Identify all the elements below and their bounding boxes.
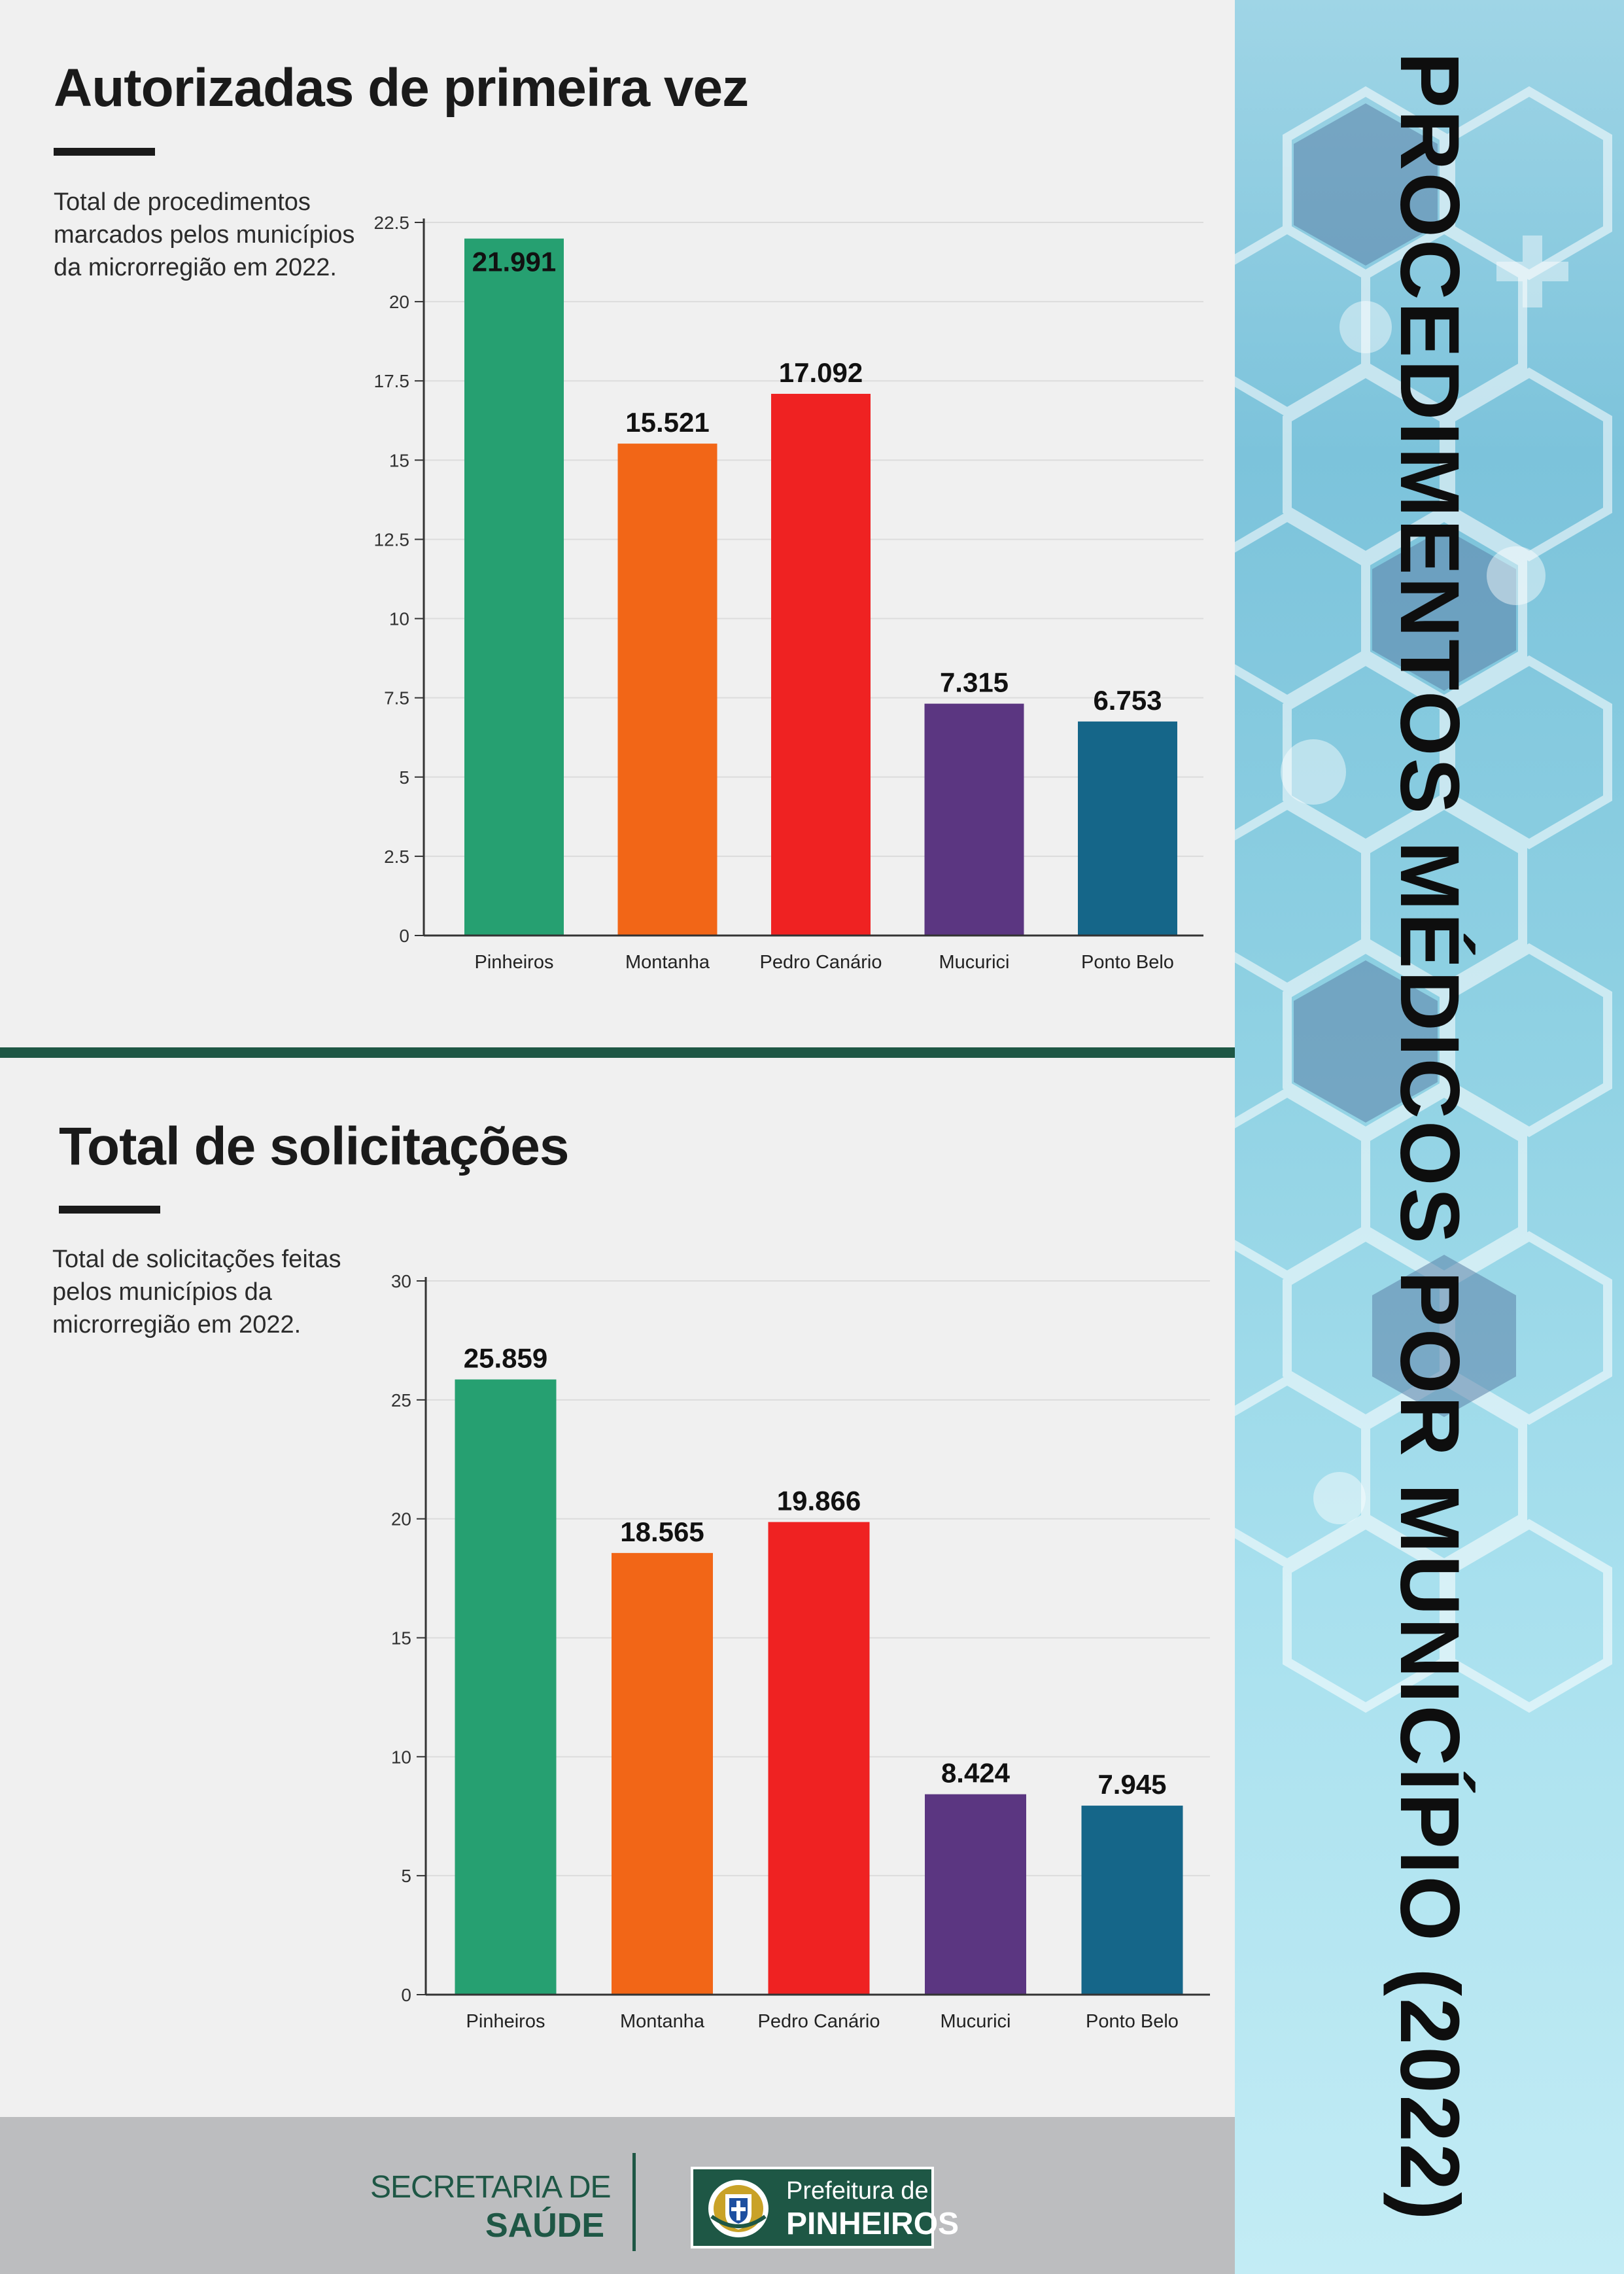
chart2-title-rule — [59, 1206, 160, 1214]
chart1-y-tick-label: 10 — [389, 609, 409, 629]
chart2-value-label: 19.866 — [777, 1486, 861, 1516]
chart2-y-tick-label: 25 — [391, 1390, 411, 1410]
chart1-y-tick-label: 7.5 — [384, 688, 409, 708]
medical-hexagon-pattern — [1235, 86, 1612, 1713]
side-banner: PROCEDIMENTOS MÉDICOS POR MUNICÍPIO (202… — [1235, 0, 1624, 2274]
chart1-bar-chart: 0 2.5 5 7.5 10 12.5 15 17.5 20 22.5 21.991 Pinheiro… — [374, 213, 1203, 973]
chart1-bar-mucurici — [924, 703, 1024, 936]
chart1-y-tick-label: 15 — [389, 450, 409, 470]
footer-separator — [632, 2153, 636, 2251]
chart2-y-tick-label: 5 — [401, 1866, 411, 1886]
coat-of-arms-icon — [708, 2180, 769, 2237]
chart1-title: Autorizadas de primeira vez — [54, 58, 749, 118]
chart1-bar-pedro-can-rio — [771, 393, 871, 936]
chart2-y-tick-label: 20 — [391, 1509, 411, 1530]
chart1-title-rule — [54, 148, 155, 156]
chart1-value-label: 7.315 — [940, 667, 1009, 698]
chart1-y-tick-label: 5 — [399, 767, 409, 788]
chart2-category-label: Pedro Canário — [758, 2011, 880, 2032]
chart1-value-label: 15.521 — [625, 407, 709, 438]
chart2-bar-pedro-can-rio — [768, 1522, 870, 1995]
chart2-bar-mucurici — [925, 1794, 1026, 1995]
chart2-description: Total de solicitações feitas pelos munic… — [52, 1243, 341, 1341]
chart2-y-tick-label: 10 — [391, 1747, 411, 1767]
saude-label: SAÚDE — [485, 2207, 605, 2245]
chart1-category-label: Mucurici — [939, 952, 1010, 973]
chart1-y-tick-label: 12.5 — [374, 529, 410, 550]
chart2-category-label: Pinheiros — [466, 2011, 545, 2032]
chart1-value-label: 21.991 — [472, 247, 556, 277]
chart2-category-label: Ponto Belo — [1086, 2011, 1179, 2032]
chart2-y-tick-label: 30 — [391, 1271, 411, 1291]
prefeitura-logo: Prefeitura de PINHEIROS — [691, 2167, 959, 2248]
chart1-bar-pinheiros — [464, 238, 564, 936]
chart1-description-line: marcados pelos municípios — [54, 221, 355, 249]
chart1-y-tick-label: 0 — [399, 926, 409, 946]
chart2-bar-ponto-belo — [1081, 1806, 1183, 1995]
chart2-description-line: microrregião em 2022. — [52, 1311, 302, 1338]
chart2-y-tick-label: 0 — [401, 1985, 411, 2005]
chart1-description: Total de procedimentos marcados pelos mu… — [54, 186, 354, 284]
chart1-category-label: Montanha — [625, 952, 710, 973]
chart2-value-label: 18.565 — [620, 1516, 704, 1547]
chart1-value-label: 6.753 — [1093, 685, 1162, 716]
chart2-value-label: 25.859 — [464, 1343, 547, 1374]
secretaria-label: SECRETARIA DE — [370, 2170, 612, 2205]
chart2-value-label: 7.945 — [1097, 1769, 1166, 1800]
chart1-description-line: Total de procedimentos — [54, 188, 311, 216]
side-title: PROCEDIMENTOS MÉDICOS POR MUNICÍPIO (202… — [1383, 52, 1476, 2222]
chart2-description-line: Total de solicitações feitas — [52, 1246, 341, 1273]
chart2-category-label: Montanha — [620, 2011, 705, 2032]
chart2-bar-pinheiros — [455, 1379, 557, 1995]
logo-text-prefeitura: Prefeitura de — [786, 2177, 929, 2205]
chart1-bar-montanha — [617, 444, 717, 936]
chart1-y-tick-label: 17.5 — [374, 371, 410, 391]
chart1-y-tick-label: 22.5 — [374, 213, 410, 233]
chart2-bar-chart: 0 5 10 15 20 25 30 25.859 Pinheiros 18.565 Montanh… — [391, 1271, 1210, 2032]
chart2-category-label: Mucurici — [941, 2011, 1011, 2032]
section-divider — [0, 1047, 1235, 1058]
chart1-y-tick-label: 2.5 — [384, 847, 409, 867]
content-panel: Autorizadas de primeira vez Total de pro… — [0, 58, 1235, 2274]
chart1-y-tick-label: 20 — [389, 292, 409, 312]
chart1-category-label: Ponto Belo — [1081, 952, 1174, 973]
chart1-description-line: da microrregião em 2022. — [54, 254, 337, 281]
footer: SECRETARIA DE SAÚDE Prefeitura de PINHEI… — [0, 2117, 1235, 2274]
chart1-bar-ponto-belo — [1078, 721, 1177, 936]
chart1-category-label: Pedro Canário — [760, 952, 882, 973]
chart2-description-line: pelos municípios da — [52, 1278, 272, 1306]
chart1-category-label: Pinheiros — [475, 952, 554, 973]
chart2-value-label: 8.424 — [941, 1758, 1011, 1789]
chart1-value-label: 17.092 — [779, 357, 863, 388]
chart2-bar-montanha — [612, 1552, 713, 1995]
chart2-title: Total de solicitações — [59, 1117, 570, 1176]
logo-text-pinheiros: PINHEIROS — [786, 2207, 959, 2241]
chart2-y-tick-label: 15 — [391, 1628, 411, 1649]
